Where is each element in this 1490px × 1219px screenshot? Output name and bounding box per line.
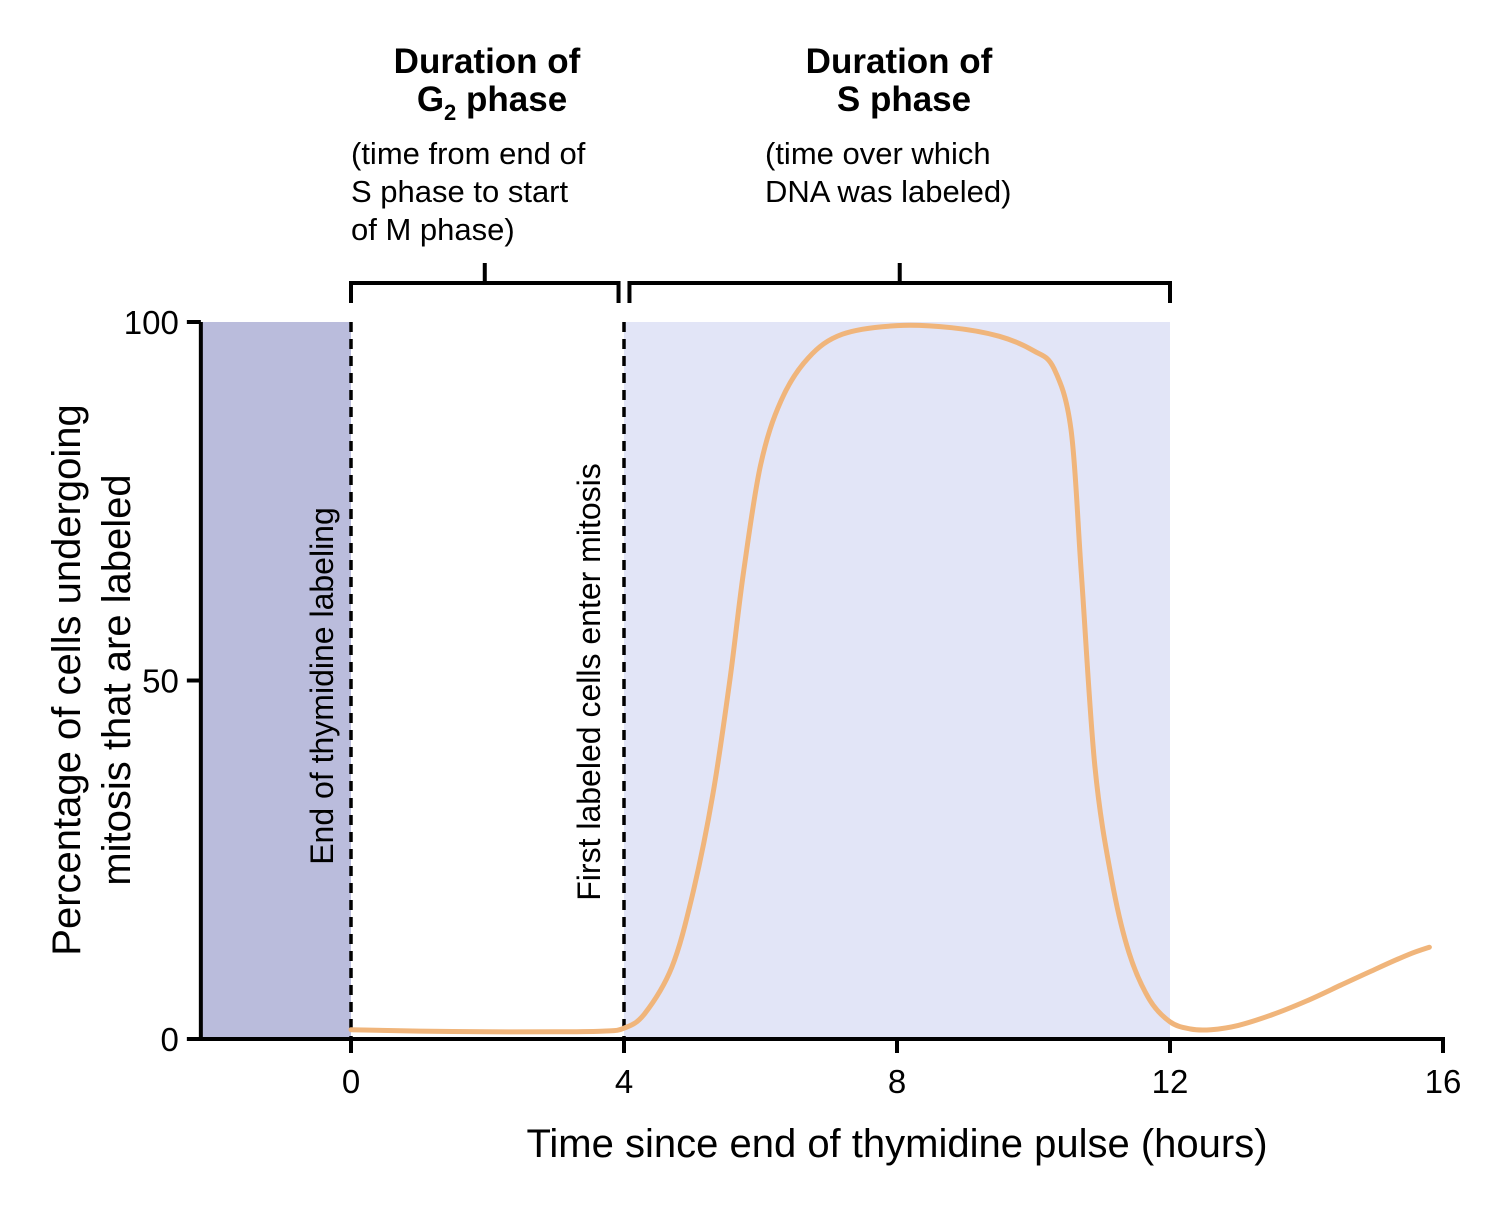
g2-header-subscript: 2 (444, 100, 456, 125)
y-axis-title-line2: mitosis that are labeled (95, 474, 139, 885)
s-phase-bracket (627, 263, 1172, 303)
curve-layer (348, 322, 1432, 1035)
g2-note-line2: S phase to start (351, 174, 569, 209)
x-axis-title: Time since end of thymidine pulse (hours… (526, 1122, 1267, 1166)
g2-note-line1: (time from end of (351, 136, 586, 171)
y-tick-label-100: 100 (124, 304, 179, 341)
s-note-line2: DNA was labeled) (765, 174, 1011, 209)
shaded-regions (200, 322, 1170, 1039)
x-tick-label-8: 8 (888, 1063, 906, 1100)
s-phase-header: Duration of S phase (time over which DNA… (765, 42, 1011, 209)
g2-phase-header: Duration of G2 phase (time from end of S… (351, 42, 586, 247)
s-header-line1: Duration of (806, 42, 993, 81)
labeled-mitosis-curve-0 (348, 322, 1432, 1035)
g2-header-line2: G2 phase (417, 80, 567, 125)
g2-note-line3: of M phase) (351, 212, 515, 247)
y-axis-title-line1: Percentage of cells undergoing (45, 404, 89, 955)
x-tick-label-12: 12 (1152, 1063, 1189, 1100)
g2-header-g: G (417, 80, 444, 119)
s-header-line2: S phase (837, 80, 971, 119)
x-tick-label-0: 0 (342, 1063, 360, 1100)
x-tick-label-4: 4 (615, 1063, 633, 1100)
g2-header-line1: Duration of (394, 42, 581, 81)
g2-header-rest: phase (456, 80, 567, 119)
x-tick-label-16: 16 (1425, 1063, 1462, 1100)
end-of-labeling-label: End of thymidine labeling (304, 507, 340, 865)
phase-brackets (349, 263, 1172, 303)
y-tick-label-0: 0 (160, 1021, 178, 1058)
s-phase-region (624, 322, 1170, 1039)
first-labeled-cells-label: First labeled cells enter mitosis (571, 463, 607, 900)
axes (186, 320, 1445, 1053)
g2-phase-bracket (349, 263, 621, 303)
thymidine-labeling-region (200, 322, 351, 1039)
tick-labels: 0 4 8 12 16 0 50 100 (124, 304, 1462, 1100)
s-note-line1: (time over which (765, 136, 991, 171)
y-tick-label-50: 50 (142, 663, 179, 700)
vertical-marker-lines (349, 322, 626, 1039)
